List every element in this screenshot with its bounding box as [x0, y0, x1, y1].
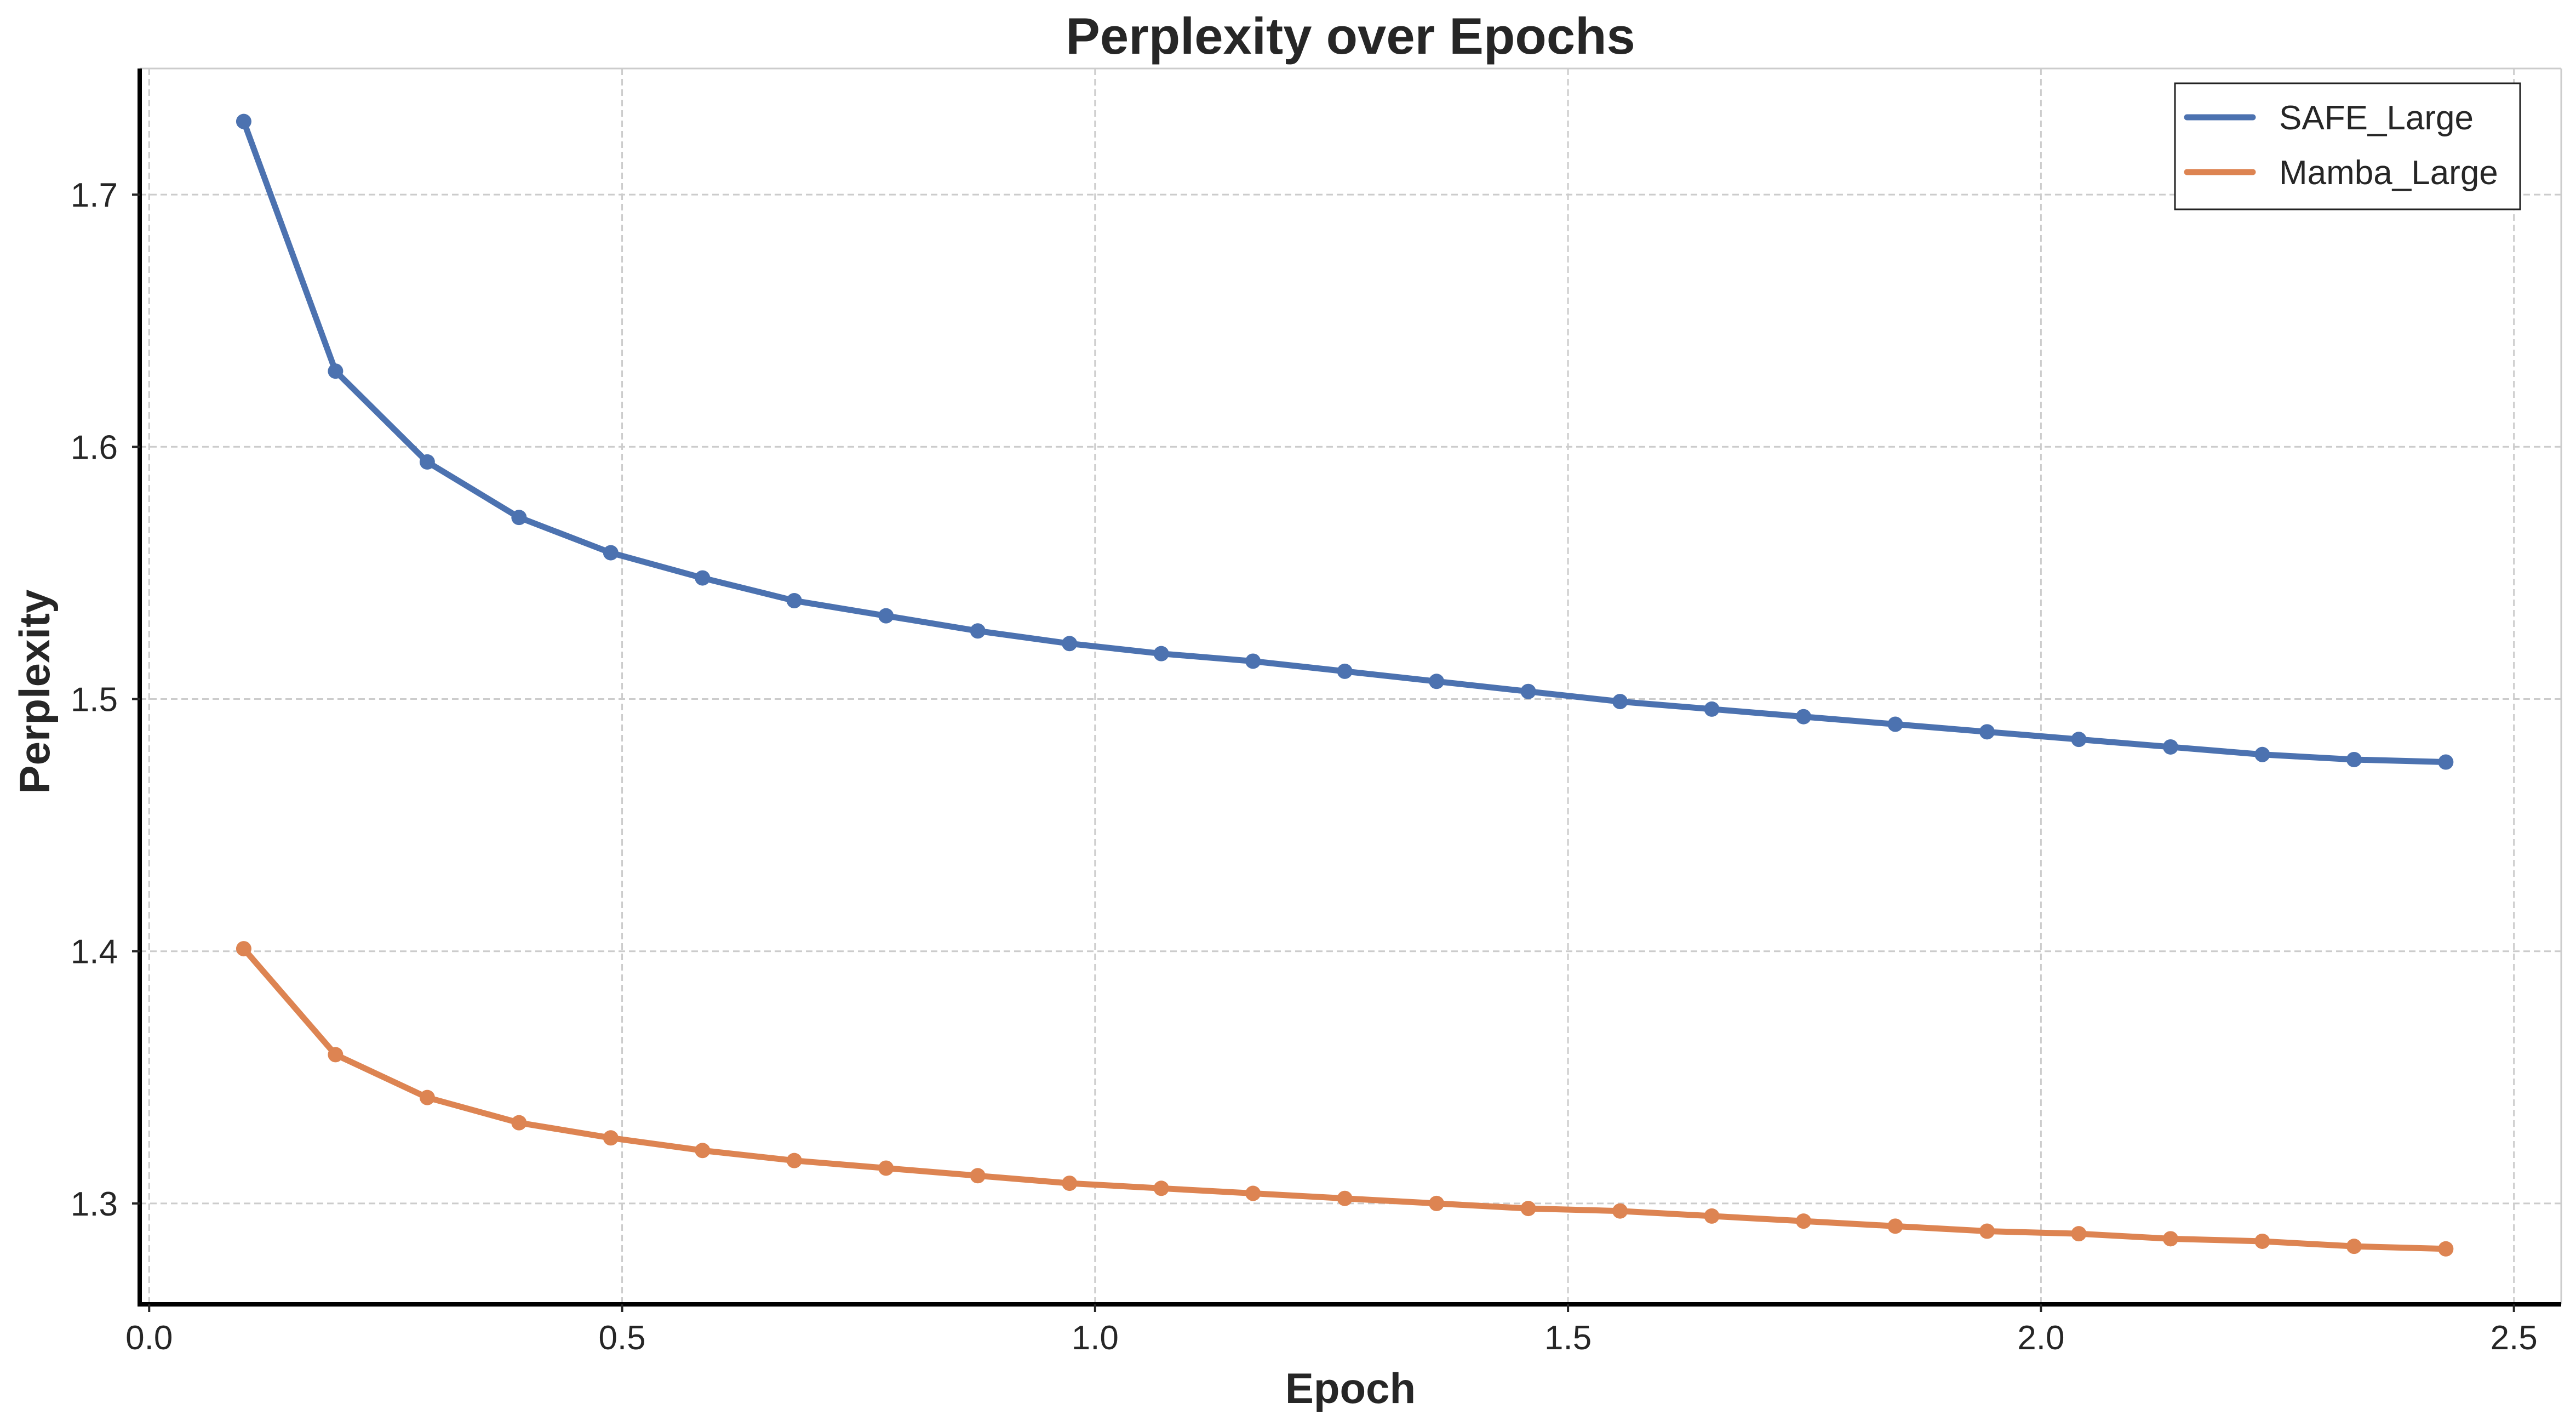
mamba-large-point	[1979, 1223, 1995, 1239]
mamba-large-point	[1612, 1203, 1628, 1219]
mamba-large-point	[328, 1047, 344, 1063]
mamba-large-point	[878, 1160, 894, 1176]
safe-large-point	[1429, 674, 1445, 689]
mamba-large-point	[1796, 1213, 1812, 1229]
x-tick-label: 2.5	[2491, 1319, 2538, 1357]
axis-ticks: 0.0 0.5 1.0 1.5 2.0 2.5 1.3 1.4 1.5 1.6 1.7	[71, 176, 2538, 1357]
mamba-large-point	[1429, 1195, 1445, 1211]
mamba-large-point	[786, 1153, 802, 1168]
x-tick-label: 0.5	[598, 1319, 645, 1357]
mamba-large-point	[695, 1143, 711, 1159]
safe-large-point	[511, 510, 527, 526]
x-axis-label: Epoch	[1285, 1364, 1416, 1412]
safe-large-point	[1612, 694, 1628, 710]
safe-large-point	[603, 545, 619, 561]
y-tick-label: 1.6	[71, 429, 118, 466]
chart-title: Perplexity over Epochs	[1066, 7, 1635, 65]
mamba-large-point	[1704, 1208, 1720, 1224]
mamba-large-point	[1245, 1185, 1261, 1201]
mamba-large-point	[1520, 1201, 1536, 1217]
safe-large-point	[2254, 746, 2270, 762]
x-tick-label: 1.5	[1544, 1319, 1592, 1357]
x-tick-label: 1.0	[1072, 1319, 1119, 1357]
legend: SAFE_Large Mamba_Large	[2174, 82, 2521, 210]
axes-spines	[138, 67, 2562, 1307]
plot-series	[236, 113, 2454, 1257]
safe-large-point	[2438, 754, 2454, 770]
safe-large-point	[1520, 683, 1536, 699]
y-axis-label: Perplexity	[10, 590, 59, 794]
mamba-large-point	[1337, 1190, 1353, 1206]
safe-large-point	[2071, 732, 2087, 748]
safe-large-point	[1979, 724, 1995, 740]
safe-large-point	[786, 593, 802, 609]
safe-large-point	[1337, 663, 1353, 679]
safe-large-legend-label: SAFE_Large	[2279, 99, 2474, 137]
legend-box	[2174, 82, 2521, 210]
safe-large-point	[1704, 701, 1720, 717]
safe-large-point	[236, 113, 251, 129]
y-tick-label: 1.7	[71, 176, 118, 214]
safe-large-point	[1796, 709, 1812, 725]
mamba-large-point	[1062, 1176, 1078, 1191]
x-tick-label: 2.0	[2017, 1319, 2064, 1357]
safe-large-point	[328, 363, 344, 379]
y-tick-label: 1.4	[71, 933, 118, 971]
mamba-large-point	[2071, 1226, 2087, 1242]
safe-large-point	[419, 454, 435, 470]
y-tick-label: 1.5	[71, 681, 118, 719]
mamba-large-point	[511, 1115, 527, 1131]
safe-large-point	[970, 623, 986, 639]
mamba-large-legend-label: Mamba_Large	[2279, 154, 2498, 192]
safe-large-point	[878, 608, 894, 624]
y-tick-label: 1.3	[71, 1185, 118, 1223]
safe-large-point	[1062, 636, 1078, 652]
mamba-large-point	[1153, 1180, 1169, 1196]
safe-large-point	[2162, 739, 2178, 755]
mamba-large-point	[236, 941, 251, 957]
mamba-large-point	[2438, 1241, 2454, 1257]
safe-large-point	[1153, 646, 1169, 661]
mamba-large-point	[2162, 1231, 2178, 1247]
mamba-large-point	[970, 1168, 986, 1184]
mamba-large-point	[419, 1090, 435, 1105]
safe-large-series	[236, 113, 2454, 770]
mamba-large-point	[2254, 1233, 2270, 1249]
safe-large-point	[1245, 653, 1261, 669]
safe-large-point	[1887, 716, 1903, 732]
mamba-large-series	[236, 941, 2454, 1257]
safe-large-point	[695, 570, 711, 586]
mamba-large-point	[1887, 1218, 1903, 1234]
x-tick-label: 0.0	[125, 1319, 173, 1357]
safe-large-point	[2346, 751, 2362, 767]
mamba-large-point	[2346, 1239, 2362, 1254]
mamba-large-point	[603, 1130, 619, 1146]
